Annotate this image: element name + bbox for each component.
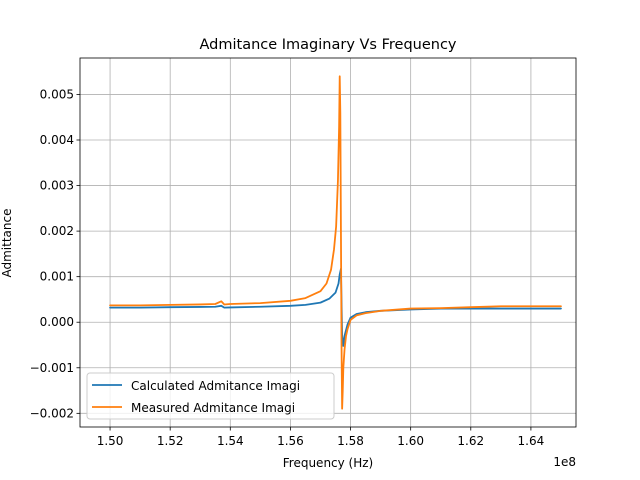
series-line-calculated — [109, 268, 562, 347]
x-tick-label: 1.62 — [457, 434, 484, 448]
x-tick-label: 1.52 — [157, 434, 184, 448]
x-tick-label: 1.50 — [97, 434, 124, 448]
y-tick-label: −0.002 — [30, 406, 74, 420]
y-tick-label: −0.001 — [30, 361, 74, 375]
x-tick-label: 1.64 — [518, 434, 545, 448]
legend-label-calculated: Calculated Admitance Imagi — [131, 379, 300, 393]
y-axis-label: Admittance — [0, 209, 14, 278]
y-tick-label: 0.002 — [40, 224, 74, 238]
x-tick-label: 1.58 — [337, 434, 364, 448]
y-tick-label: 0.004 — [40, 133, 74, 147]
y-tick-label: 0.003 — [40, 179, 74, 193]
y-tick-label: 0.000 — [40, 315, 74, 329]
y-tick-label: 0.001 — [40, 270, 74, 284]
x-offset-label: 1e8 — [553, 455, 576, 469]
x-tick-label: 1.56 — [277, 434, 304, 448]
legend-label-measured: Measured Admitance Imagi — [131, 401, 295, 415]
x-tick-label: 1.54 — [217, 434, 244, 448]
chart-title: Admitance Imaginary Vs Frequency — [199, 37, 456, 53]
y-tick-label: 0.005 — [40, 87, 74, 101]
x-tick-label: 1.60 — [397, 434, 424, 448]
legend-box — [86, 372, 335, 420]
series-line-measured — [109, 75, 562, 410]
series-layer — [109, 75, 562, 410]
legend: Calculated Admitance Imagi Measured Admi… — [86, 372, 335, 420]
plot-frame — [79, 57, 577, 428]
ticks: 1.50 1.52 1.54 1.56 1.58 1.60 1.62 1.64 −0.002 −0… — [30, 87, 545, 448]
x-axis-label: Frequency (Hz) — [283, 456, 374, 470]
